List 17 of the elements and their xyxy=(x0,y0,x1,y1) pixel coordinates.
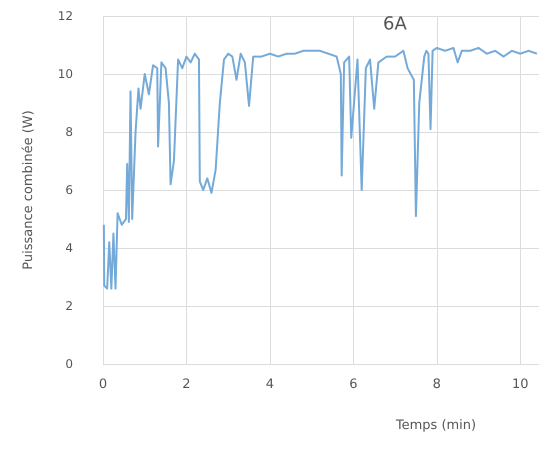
line-series xyxy=(102,46,538,290)
y-axis-title: Puissance combinée (W) xyxy=(21,110,36,270)
x-tick-label: 6 xyxy=(349,377,358,392)
chart-title: 6A xyxy=(383,14,408,34)
y-tick-label: 4 xyxy=(65,241,73,255)
x-tick-label: 8 xyxy=(432,377,441,392)
y-tick-label: 12 xyxy=(58,9,73,23)
x-tick-label: 0 xyxy=(98,377,108,392)
y-tick-label: 6 xyxy=(65,183,73,197)
x-tick-label: 4 xyxy=(266,377,274,392)
y-tick-label: 8 xyxy=(65,125,73,139)
x-tick-label: 2 xyxy=(182,377,191,392)
y-tick-label: 10 xyxy=(58,67,73,81)
x-tick-label: 10 xyxy=(512,377,528,392)
x-axis-title: Temps (min) xyxy=(394,418,476,433)
y-tick-label: 0 xyxy=(65,357,73,371)
y-tick-label: 2 xyxy=(65,299,73,313)
